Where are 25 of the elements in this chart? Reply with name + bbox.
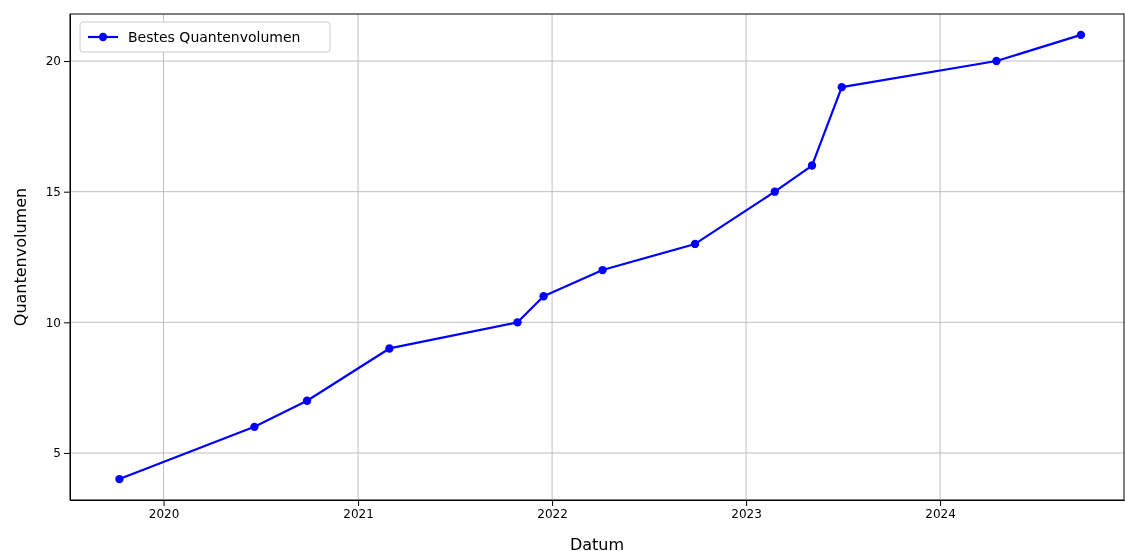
point [1076,30,1086,40]
x-tick-label: 2023 [731,506,762,521]
point [302,396,312,405]
point [837,82,846,92]
y-tick-label: 15 [45,185,61,200]
point [250,422,259,432]
point [690,239,700,249]
point [598,265,607,275]
legend-label: Bestes Quantenvolumen [128,29,301,45]
x-tick-label: 2022 [537,506,568,521]
x-axis-title: Datum [569,535,625,551]
y-tick-label: 10 [45,315,61,330]
y-tick-label: 20 [45,54,61,69]
point [513,318,522,327]
x-tick-label: 2020 [148,506,180,521]
point [807,161,817,170]
point [115,474,124,484]
y-tick-label: 5 [53,446,61,461]
x-tick-label: 2021 [343,506,374,521]
y-axis-title: Quantenvolumen [11,187,30,327]
point [385,344,394,353]
point [992,56,1001,66]
point [770,187,779,196]
point [539,292,548,301]
x-tick-label: 2024 [925,506,956,521]
